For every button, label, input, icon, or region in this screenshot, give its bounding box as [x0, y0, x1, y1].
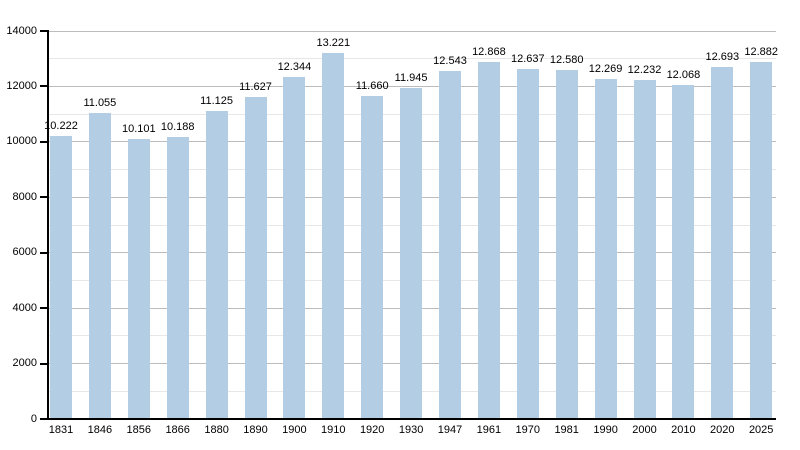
y-axis-line: [47, 30, 49, 420]
bar-1947: [439, 71, 461, 419]
x-tick-label-1846: 1846: [87, 424, 113, 436]
bar-1970: [516, 68, 539, 419]
bar-2010: [672, 84, 695, 419]
x-tick-label-1900: 1900: [282, 424, 307, 436]
bar-value-label-1981: 12.580: [549, 54, 584, 67]
bar-2025: [750, 62, 773, 419]
x-tick-label-1880: 1880: [204, 424, 229, 436]
minor-gridline-13000: [49, 58, 776, 60]
bar-value-label-1890: 11.627: [239, 80, 272, 93]
x-axis-line: [47, 418, 776, 420]
bar-2020: [711, 67, 734, 419]
x-tick-label-1961: 1961: [476, 424, 502, 436]
bar-1880: [205, 110, 228, 419]
x-tick-label-1920: 1920: [359, 424, 385, 436]
bar-value-label-1846: 11.055: [83, 96, 117, 109]
bar-value-label-1970: 12.637: [510, 52, 545, 65]
major-gridline-14000: [49, 30, 776, 32]
bar-1981: [555, 70, 578, 419]
x-tick-label-1947: 1947: [437, 424, 463, 436]
bar-value-label-1866: 10.188: [160, 120, 195, 133]
bar-value-label-1831: 10.222: [44, 119, 78, 132]
y-tick-label-4000: 4000: [12, 301, 37, 314]
bar-value-label-1910: 13.221: [316, 36, 351, 49]
y-tick-label-6000: 6000: [12, 246, 37, 259]
bar-1856: [127, 139, 150, 419]
y-tick-12000: [40, 85, 47, 88]
bar-1900: [283, 76, 306, 419]
bar-value-label-1990: 12.269: [588, 63, 623, 75]
x-tick-label-1856: 1856: [126, 424, 152, 436]
y-tick-label-2000: 2000: [12, 357, 37, 370]
bar-1910: [322, 52, 345, 419]
y-tick-6000: [40, 251, 47, 254]
y-tick-4000: [40, 307, 47, 310]
y-tick-10000: [40, 140, 47, 143]
bar-2000: [633, 80, 656, 419]
y-tick-label-8000: 8000: [12, 190, 37, 203]
bar-value-label-1920: 11.660: [355, 79, 389, 92]
x-tick-label-1990: 1990: [593, 424, 618, 436]
y-tick-2000: [40, 362, 47, 365]
y-tick-8000: [40, 196, 47, 199]
bar-value-label-1900: 12.344: [277, 60, 312, 73]
x-tick-label-1831: 1831: [48, 424, 74, 436]
bar-value-label-1947: 12.543: [433, 55, 467, 68]
bar-1866: [166, 136, 189, 419]
x-tick-label-1890: 1890: [243, 424, 268, 436]
bar-1920: [361, 95, 384, 419]
y-tick-label-12000: 12000: [6, 79, 37, 92]
bar-value-label-1930: 11.945: [394, 72, 428, 84]
x-tick-label-1930: 1930: [398, 424, 424, 436]
bar-1961: [477, 62, 500, 419]
x-tick-label-1866: 1866: [165, 424, 190, 436]
bar-value-label-2020: 12.693: [705, 51, 740, 64]
bar-value-label-1856: 10.101: [121, 123, 156, 136]
y-tick-label-14000: 14000: [6, 24, 37, 37]
bar-1890: [244, 96, 267, 419]
y-tick-0: [40, 418, 47, 420]
bar-1930: [400, 88, 423, 419]
bar-value-label-2000: 12.232: [627, 64, 662, 76]
x-tick-label-2010: 2010: [671, 424, 696, 436]
major-gridline-12000: [49, 85, 776, 87]
x-tick-label-2020: 2020: [710, 424, 735, 436]
x-tick-label-2000: 2000: [632, 424, 657, 436]
bar-1831: [50, 135, 72, 419]
x-tick-label-1970: 1970: [515, 424, 541, 436]
bar-value-label-1961: 12.868: [472, 46, 506, 59]
bar-1846: [88, 112, 111, 419]
y-tick-label-10000: 10000: [6, 135, 37, 148]
bar-value-label-1880: 11.125: [200, 94, 233, 107]
x-tick-label-2025: 2025: [748, 424, 774, 436]
bar-value-label-2025: 12.882: [744, 46, 779, 58]
x-tick-label-1981: 1981: [554, 424, 579, 436]
bar-1990: [594, 79, 617, 419]
y-tick-label-0: 0: [30, 412, 37, 425]
bar-value-label-2010: 12.068: [666, 68, 701, 81]
x-tick-label-1910: 1910: [321, 424, 346, 436]
y-tick-14000: [40, 30, 47, 32]
